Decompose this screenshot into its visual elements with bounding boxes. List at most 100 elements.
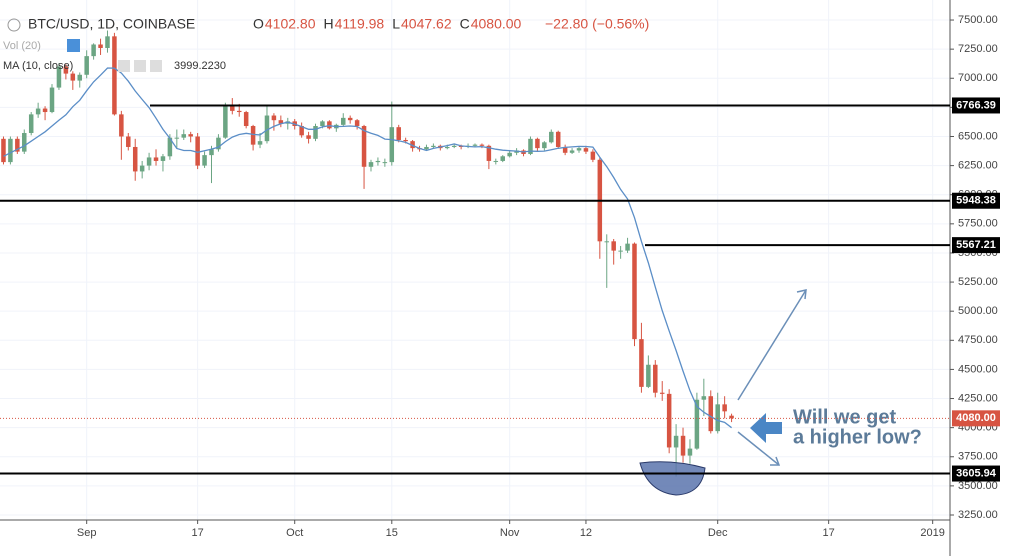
x-tick-label: Oct xyxy=(286,527,303,539)
add-icon[interactable] xyxy=(134,60,146,72)
candle-body xyxy=(132,146,138,172)
candle-body xyxy=(313,126,318,139)
candle-body xyxy=(146,157,152,166)
arrow-down-head xyxy=(770,456,781,466)
candle-body xyxy=(375,160,381,163)
candle-body xyxy=(257,141,263,145)
candle-body xyxy=(507,152,512,157)
candle-body xyxy=(431,145,436,147)
candle-body xyxy=(562,146,568,153)
x-tick-label: 17 xyxy=(823,527,835,539)
x-tick-label: 12 xyxy=(580,527,592,539)
candle-body xyxy=(250,126,256,145)
candle-body xyxy=(701,396,707,400)
y-tick-label: 4500.00 xyxy=(958,363,998,375)
last-price-bg xyxy=(952,410,1000,427)
candle-body xyxy=(403,139,408,142)
settings-icon[interactable] xyxy=(118,60,130,72)
x-tick-label: Dec xyxy=(708,527,728,539)
candle-body xyxy=(230,106,235,111)
candle-body xyxy=(167,137,173,157)
annotation-line: Will we get xyxy=(793,406,897,428)
candle-body xyxy=(174,137,180,139)
candle-body xyxy=(673,435,679,448)
candle-body xyxy=(1,138,6,163)
candle-body xyxy=(611,241,616,251)
level-label-bg xyxy=(952,97,1000,114)
symbol-icon xyxy=(7,18,21,32)
candle-body xyxy=(583,148,589,152)
candle-body xyxy=(576,148,582,151)
candle-body xyxy=(77,74,82,81)
candle-body xyxy=(361,126,367,167)
candle-body xyxy=(139,165,145,172)
candle-body xyxy=(216,137,221,150)
candle-body xyxy=(223,106,228,138)
candle-body xyxy=(500,156,505,161)
x-tick-label: 2019 xyxy=(920,527,944,539)
candle-body xyxy=(639,339,644,387)
candle-body xyxy=(590,151,596,160)
candle-body xyxy=(486,145,492,161)
header-prefix: O xyxy=(253,16,264,32)
candle-body xyxy=(445,146,450,149)
higher-low-highlight xyxy=(639,461,706,496)
candle-body xyxy=(354,120,360,127)
symbol-title: BTC/USD, 1D, COINBASE xyxy=(28,16,195,32)
eye-icon[interactable] xyxy=(67,39,80,52)
ma-value: 3999.2230 xyxy=(174,60,226,72)
x-tick-label: 15 xyxy=(386,527,398,539)
header-prefix: C xyxy=(460,16,470,32)
candle-body xyxy=(549,131,554,143)
candle-body xyxy=(264,115,270,142)
y-tick-label: 5250.00 xyxy=(958,276,998,288)
candle-body xyxy=(70,73,76,81)
volume-label: Vol (20) xyxy=(3,40,41,52)
candle-body xyxy=(646,364,651,387)
candle-body xyxy=(181,134,187,138)
candle-body xyxy=(105,36,110,48)
y-tick-label: 5000.00 xyxy=(958,305,998,317)
header-value: 4080.00 xyxy=(471,16,522,32)
level-label-bg xyxy=(952,192,1000,209)
level-label-bg xyxy=(952,237,1000,254)
header-value: 4102.80 xyxy=(265,16,316,32)
annotation-line: a higher low? xyxy=(793,426,922,448)
level-label: 5948.38 xyxy=(956,195,996,207)
candle-body xyxy=(535,138,540,149)
candle-body xyxy=(236,110,242,113)
candle-body xyxy=(42,108,48,113)
level-label: 6766.39 xyxy=(956,99,996,111)
header-prefix: L xyxy=(392,16,400,32)
candle-body xyxy=(479,144,485,146)
candle-body xyxy=(327,121,332,129)
candle-body xyxy=(91,44,96,57)
candle-body xyxy=(28,114,34,133)
candle-body xyxy=(160,156,166,161)
candle-body xyxy=(528,138,533,154)
candle-body xyxy=(271,115,277,121)
candle-body xyxy=(112,36,117,115)
candle-body xyxy=(687,448,693,456)
candle-body xyxy=(542,142,547,149)
ma-label: MA (10, close) xyxy=(3,60,73,72)
close-icon[interactable] xyxy=(150,60,162,72)
candle-body xyxy=(715,404,720,432)
y-tick-label: 4250.00 xyxy=(958,392,998,404)
candle-body xyxy=(382,162,388,164)
candle-body xyxy=(209,149,214,156)
level-label: 3605.94 xyxy=(956,467,997,479)
candle-body xyxy=(472,144,478,146)
pointer-arrow xyxy=(750,413,782,443)
arrow-up-head xyxy=(796,289,807,300)
arrow-up xyxy=(737,289,807,401)
x-tick-label: Sep xyxy=(77,527,97,539)
candle-body xyxy=(202,155,207,166)
candle-body xyxy=(63,66,69,74)
candle-body xyxy=(243,112,249,127)
level-label-bg xyxy=(952,465,1000,482)
candle-body xyxy=(680,435,686,456)
candle-body xyxy=(84,56,89,75)
